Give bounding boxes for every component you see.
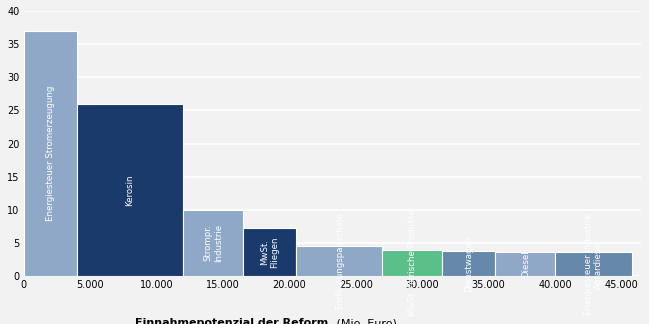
Bar [243,228,296,276]
Bar [77,104,183,276]
Text: Einnahmepotenzial der Reform: Einnahmepotenzial der Reform [136,318,332,324]
Bar [296,246,382,276]
Bar [555,252,632,276]
Text: Energiesteuer Stromerzeugung: Energiesteuer Stromerzeugung [45,86,55,221]
Bar [183,210,243,276]
Text: Diesel: Diesel [520,251,530,277]
Text: Kerosin: Kerosin [125,174,134,206]
Text: MwSt. tierische Produkte: MwSt. tierische Produkte [408,209,417,316]
Bar [382,249,442,276]
Bar [442,251,495,276]
Text: (Mio. Euro): (Mio. Euro) [332,318,397,324]
Bar [495,252,555,276]
Text: Entfernungspauschale: Entfernungspauschale [335,213,344,309]
Bar [23,31,77,276]
Text: Dienstwagen: Dienstwagen [464,235,473,292]
Text: MwSt.
Fliegen: MwSt. Fliegen [260,237,279,268]
Text: Energiesteuer Industrie
Agrardiesel: Energiesteuer Industrie Agrardiesel [584,214,604,315]
Text: Strompr.
Industrie: Strompr. Industrie [203,224,223,262]
